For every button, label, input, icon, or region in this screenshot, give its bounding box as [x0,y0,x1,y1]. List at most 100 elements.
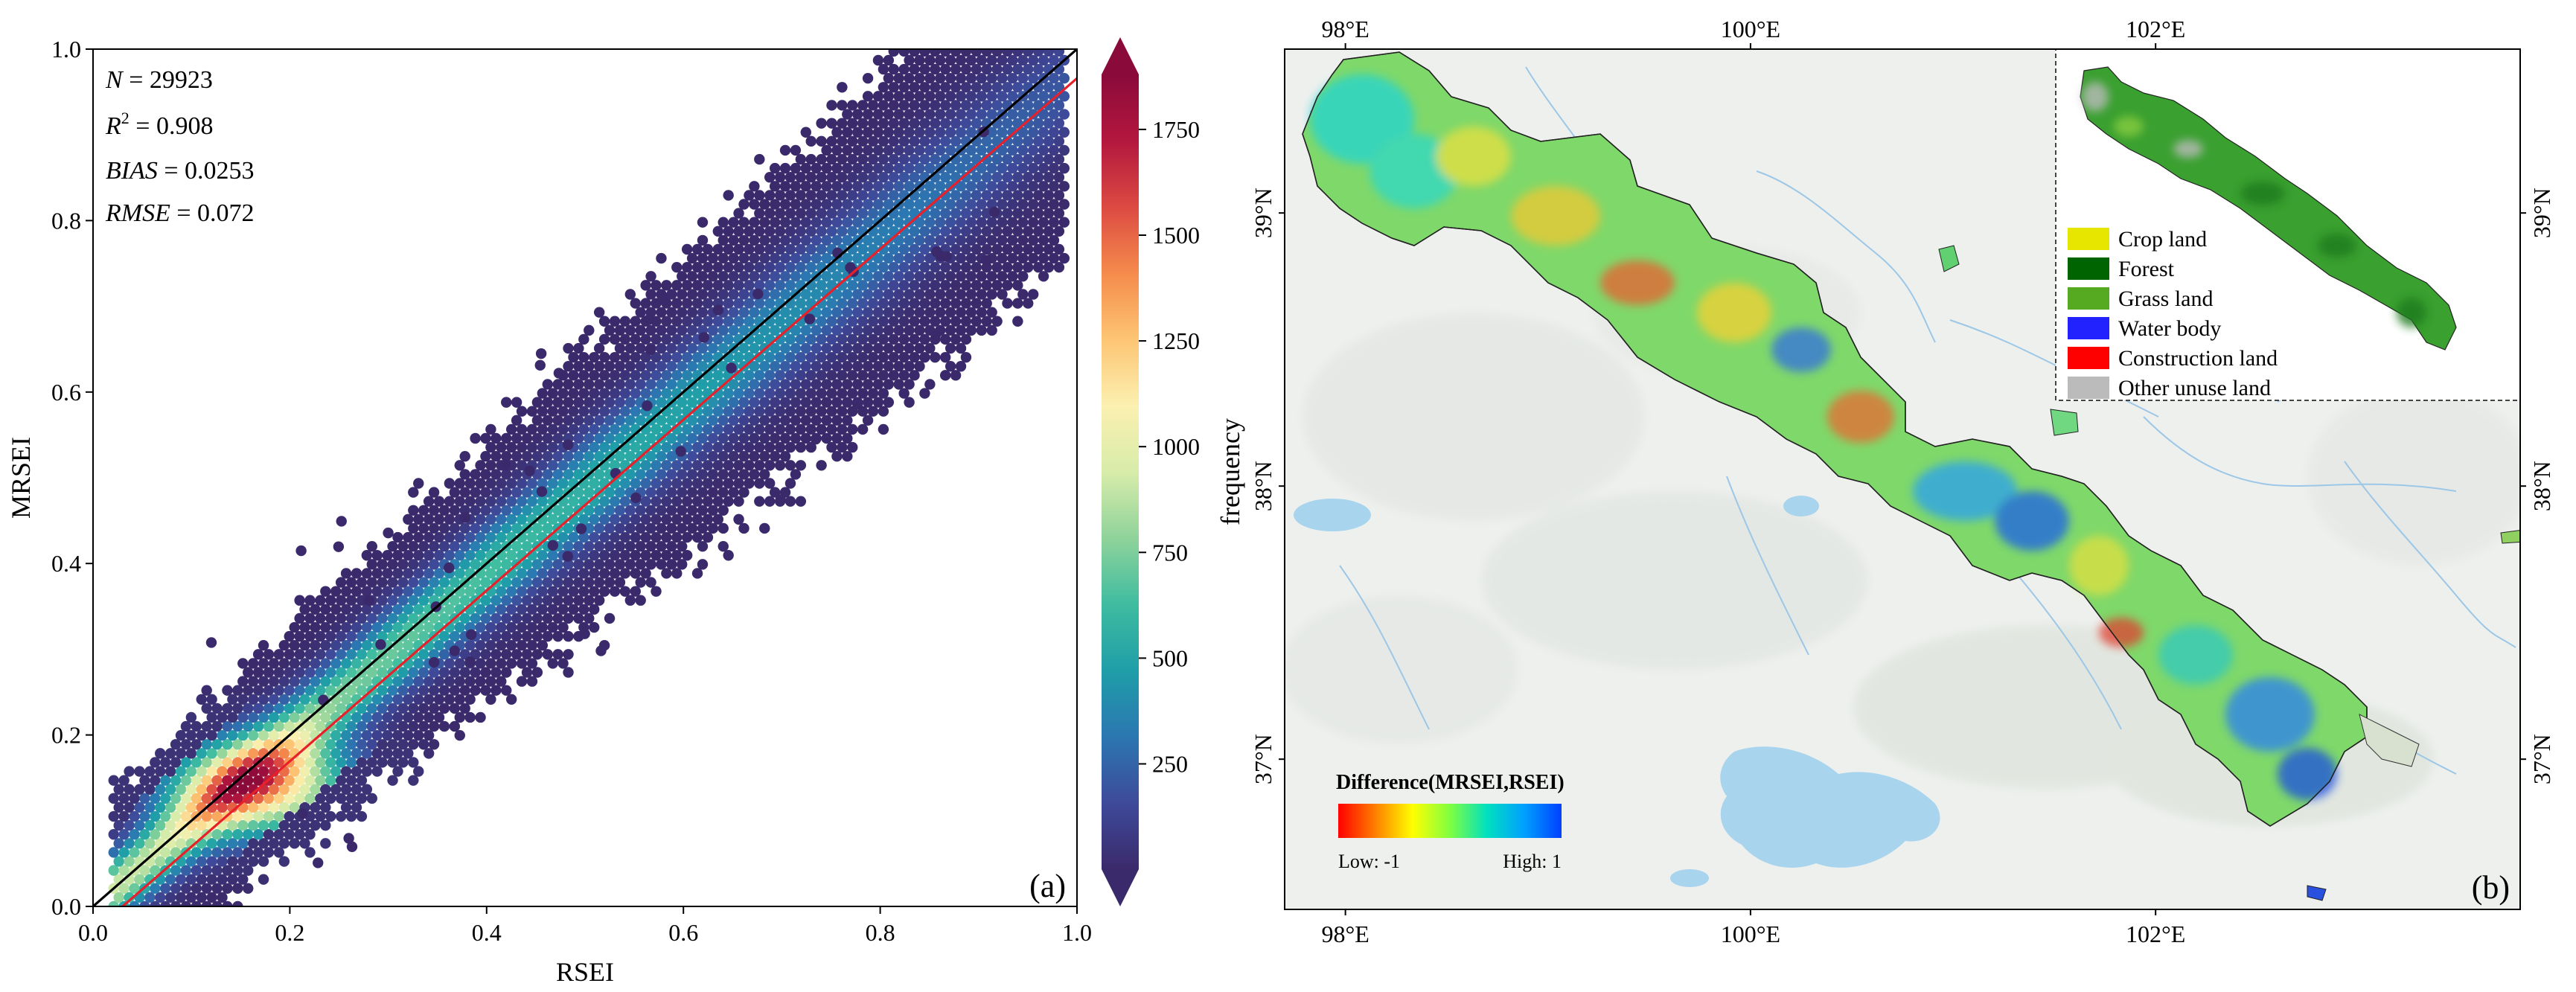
hexbin-point [609,586,621,597]
hexbin-point [485,423,496,435]
hexbin-point [955,252,967,264]
hexbin-point [444,513,456,525]
y-tick-label: 0.8 [51,207,81,234]
islet-1 [1938,245,1960,272]
hexbin-point [784,333,796,345]
hexbin-point [201,865,212,876]
hexbin-point [831,379,843,390]
hexbin-point [898,100,910,111]
hexbin-point [764,478,776,489]
hexbin-point [997,289,1008,300]
hexbin-point [552,379,563,390]
hexbin-point [284,793,295,804]
hexbin-point [988,206,1000,218]
hexbin-point [377,703,388,714]
hexbin-point [744,316,755,327]
hexbin-point [340,604,352,615]
hexbin-point [862,199,874,210]
hexbin-point [661,513,672,525]
hexbin-point [805,351,816,363]
hexbin-point [485,621,496,633]
hexbin-point [516,423,528,435]
hexbin-point [335,612,347,624]
hexbin-point [976,234,987,246]
hexbin-point [531,577,543,588]
hexbin-point [914,234,925,246]
hexbin-point [981,82,992,93]
hexbin-point [206,838,217,849]
hexbin-point [150,810,161,822]
hexbin-point [1032,118,1044,129]
hexbin-point [315,775,326,786]
hexbin-point [630,586,641,597]
hexbin-point [351,658,362,669]
hexbin-point [619,423,631,435]
hexbin-point [898,316,910,327]
hexbin-point [749,451,760,462]
hexbin-point [516,496,528,507]
hexbin-point [1002,172,1013,183]
hexbin-point [164,766,176,777]
hexbin-point [624,540,636,552]
hexbin-point [624,361,636,372]
hexbin-point [898,351,910,363]
hexbin-point [898,63,910,75]
hexbin-point [681,316,693,327]
hexbin-point [438,720,450,732]
hexbin-point [991,63,1003,75]
hexbin-point [867,208,879,219]
hexbin-point [464,496,476,507]
hexbin-point [1038,199,1049,210]
hexbin-point [831,217,843,228]
hexbin-point [175,801,187,813]
hexbin-point [795,190,807,201]
hexbin-point [568,370,579,381]
hexbin-point [258,676,269,687]
hexbin-point [155,819,166,831]
hexbin-point [155,892,166,903]
hexbin-point [351,801,362,813]
hexbin-point [325,757,336,768]
hexbin-point [960,333,972,345]
hexbin-point [795,298,807,309]
hexbin-point [475,478,486,489]
hexbin-point [211,739,223,750]
hexbin-point [723,280,734,291]
hexbin-point [811,199,822,210]
hexbin-point [738,522,750,534]
hexbin-point [851,398,863,409]
hexbin-point [764,280,776,291]
hexbin-point [304,720,316,732]
hexbin-point [1043,49,1055,57]
hexbin-point [774,460,786,471]
hexbin-point [408,720,419,732]
hexbin-point [671,370,683,381]
hexbin-point [232,793,243,804]
hexbin-point [351,604,362,615]
hexbin-point [857,370,869,381]
hexbin-point [935,72,946,84]
hexbin-point [651,550,662,561]
hexbin-point [315,667,326,678]
hexbin-point [294,612,305,624]
hexbin-point [712,460,724,471]
hexbin-point [578,333,589,345]
hexbin-point [764,225,776,237]
hexbin-point [1012,153,1023,165]
hexbin-point [366,793,377,804]
hexbin-point [547,460,558,471]
hexbin-point [315,685,326,696]
hexbin-point [784,208,796,219]
hexbin-point [919,135,930,147]
hexbin-point [909,225,920,237]
hexbin-point [645,505,656,516]
hexbin-point [485,640,496,651]
hexbin-point [826,298,837,309]
hexbin-point [666,432,677,444]
right-tick-label: 39°N [2528,188,2555,238]
hexbin-point [872,397,884,408]
hexbin-point [640,280,651,291]
hexbin-point [666,487,677,498]
hexbin-point [681,333,693,345]
hexbin-point [671,316,683,327]
